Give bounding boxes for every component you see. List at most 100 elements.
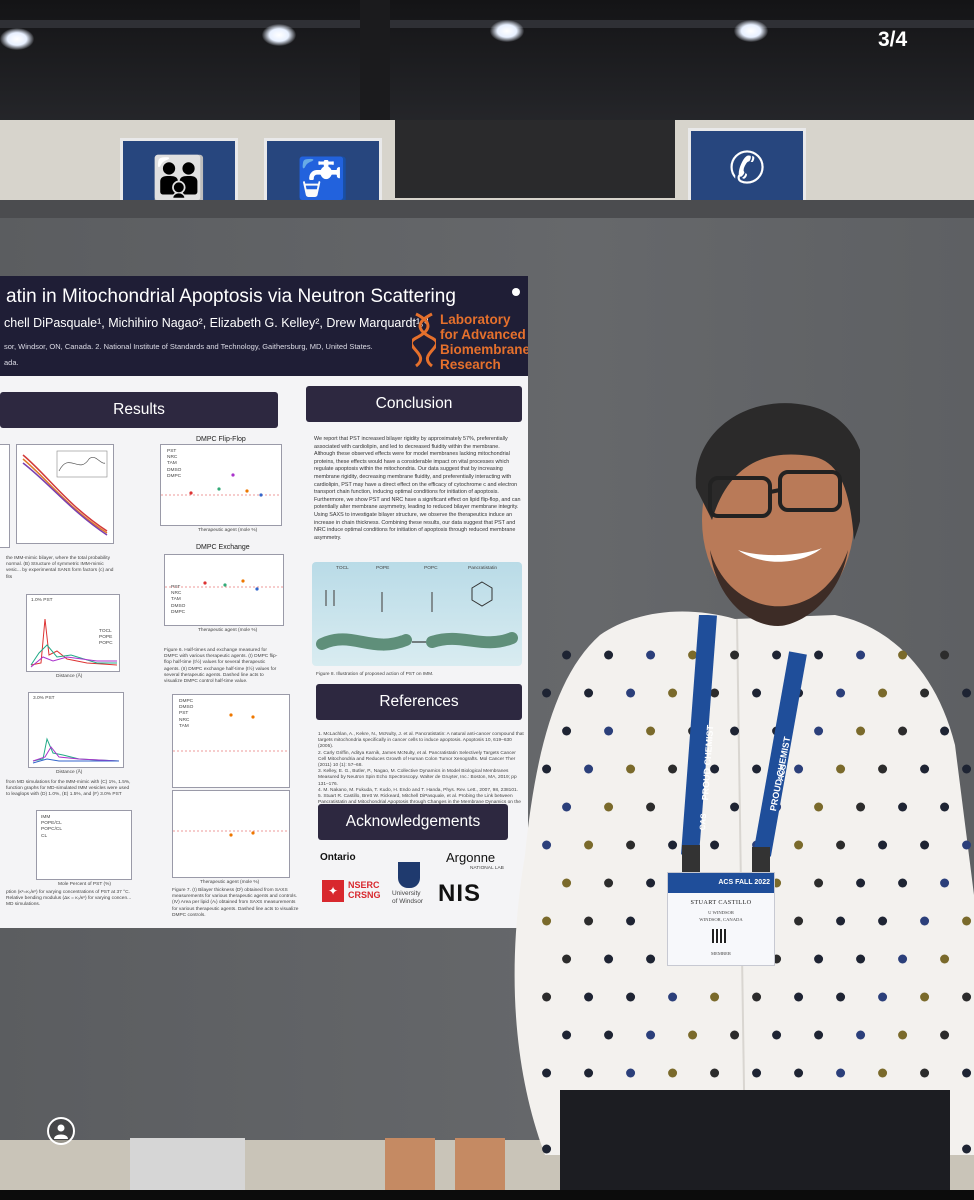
badge-name: STUART CASTILLO	[690, 899, 752, 906]
profile-icon	[54, 1124, 68, 1139]
shirt-dot	[836, 992, 846, 1002]
hallway-opening	[395, 120, 675, 198]
shirt-dot	[856, 878, 866, 888]
shirt-dot	[710, 764, 720, 774]
shirt-dot	[794, 992, 804, 1002]
references-header: References	[316, 684, 522, 720]
exchange-plot: PST NRC TAM DMSO DMPC	[164, 554, 284, 626]
ceiling-pillar	[360, 0, 390, 130]
membrane-illustration: TOCL POPE POPC Pancratistatin	[312, 562, 522, 666]
shirt-dot	[940, 726, 950, 736]
plot-f: 3.0% PST	[28, 692, 124, 768]
shirt-dot	[584, 688, 594, 698]
poster-affiliation: sor, Windsor, ON, Canada. 2. National In…	[4, 342, 373, 351]
exchange-xlabel: Therapeutic agent (mole %)	[198, 628, 258, 633]
shirt-dot	[626, 840, 636, 850]
plot-f-label: 3.0% PST	[33, 696, 55, 701]
shirt-dot	[584, 840, 594, 850]
nist-logo: NIS	[438, 880, 482, 907]
nserc-line: NSERC	[348, 880, 380, 890]
shirt-dot	[730, 1030, 740, 1040]
shirt-dot	[898, 650, 908, 660]
shirt-dot	[688, 1030, 698, 1040]
shirt-dot	[668, 764, 678, 774]
shirt-dot	[584, 1068, 594, 1078]
rdf-curves-f	[32, 737, 120, 764]
shirt-dot	[710, 840, 720, 850]
poster-board-top-edge	[0, 200, 974, 218]
shirt-dot	[794, 840, 804, 850]
shirt-dot	[878, 1068, 888, 1078]
shirt-dot	[562, 802, 572, 812]
shirt-dot	[752, 1068, 762, 1078]
plot-h-legend: IMM POPE/CL POPC/CL CL	[41, 815, 62, 840]
shirt-dot	[604, 878, 614, 888]
plot-d: 1.0% PST TOCL POPE POPC	[26, 594, 120, 672]
shirt-dot	[562, 954, 572, 964]
windsor-line: University	[392, 890, 421, 897]
results-caption-1: the IMM-mimic bilayer, where the total p…	[6, 556, 114, 580]
person-pants	[560, 1090, 950, 1200]
shirt-dot	[856, 954, 866, 964]
shirt-dot	[604, 1030, 614, 1040]
legend-item: PST	[167, 449, 177, 454]
thickness-points	[173, 713, 289, 752]
shirt-dot	[856, 802, 866, 812]
shirt-dot	[878, 992, 888, 1002]
shirt-dot	[542, 840, 552, 850]
membrane-figure	[316, 581, 518, 651]
shirt-dot	[772, 1030, 782, 1040]
fig-label: POPE	[376, 566, 390, 571]
shirt-dot	[962, 916, 972, 926]
profile-tag-button[interactable]	[47, 1117, 75, 1145]
shirt-dot	[562, 726, 572, 736]
fig-label: TOCL	[336, 566, 349, 571]
flipflop-plot: PST NRC TAM DMSO DMPC	[160, 444, 282, 526]
windsor-logo: University of Windsor	[392, 890, 423, 905]
thickness-xlabel: Therapeutic agent (mole %)	[200, 880, 260, 885]
shirt-dot	[962, 992, 972, 1002]
shirt-dot	[856, 726, 866, 736]
shirt-dot	[856, 650, 866, 660]
shirt-dot	[814, 954, 824, 964]
shirt-dot	[940, 802, 950, 812]
shirt-dot	[584, 764, 594, 774]
exchange-points	[165, 579, 283, 591]
maple-leaf-icon: ✦	[322, 880, 344, 902]
shirt-dot	[920, 992, 930, 1002]
shirt-dot	[646, 954, 656, 964]
shirt-dot	[814, 878, 824, 888]
shirt-dot	[542, 764, 552, 774]
nserc-logo: NSERC CRSNG	[348, 880, 381, 900]
legend-item: POPC	[99, 641, 113, 647]
shirt-dot	[920, 1068, 930, 1078]
shirt-dot	[668, 688, 678, 698]
ceiling-truss	[0, 20, 974, 28]
shirt-dot	[752, 688, 762, 698]
mole-percent-label: Mole Percent of PST (%)	[58, 882, 111, 887]
shirt-dot	[542, 1068, 552, 1078]
shirt-dot	[856, 1030, 866, 1040]
plot-d-label: 1.0% PST	[31, 598, 53, 603]
shirt-dot	[920, 840, 930, 850]
badge-role: MEMBER	[711, 951, 731, 956]
image-counter: 3/4	[878, 28, 908, 51]
argonne-logo: Argonne	[446, 850, 496, 865]
shirt-dot	[626, 916, 636, 926]
shirt-dot	[962, 764, 972, 774]
shirt-dot	[562, 1030, 572, 1040]
shirt-dot	[646, 726, 656, 736]
shirt-dot	[604, 802, 614, 812]
nserc-line: CRSNG	[348, 890, 381, 900]
reference-item: 2. Carly Griffin, Aditya Karnik, James M…	[318, 750, 516, 769]
shirt-dot	[542, 992, 552, 1002]
shirt-dot	[962, 1144, 972, 1154]
shirt-dot	[940, 650, 950, 660]
lanyard-text-left-2: CAS	[698, 813, 709, 831]
flipflop-legend: PST NRC TAM DMSO DMPC	[167, 449, 181, 480]
shirt-dot	[688, 650, 698, 660]
shirt-dot	[920, 916, 930, 926]
thickness-plot: DMPC DMSO PST NRC TAM	[172, 694, 290, 788]
shirt-dot	[542, 1144, 552, 1154]
lanyard	[681, 615, 807, 877]
